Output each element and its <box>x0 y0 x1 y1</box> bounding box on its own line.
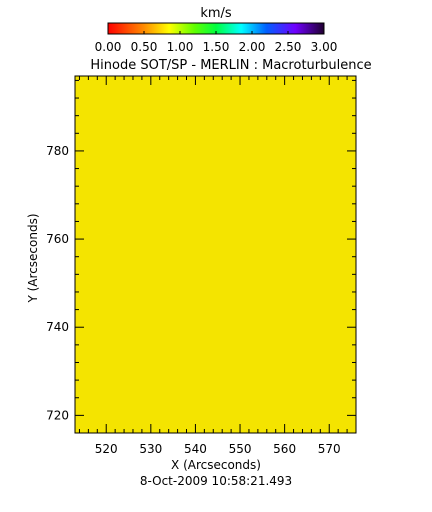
x-tick-label: 540 <box>184 442 207 456</box>
colorbar-ticks: 0.00 0.50 1.00 1.50 2.00 2.50 3.00 <box>95 31 338 54</box>
axis-ticks: 520 530 540 550 560 570 720 740 760 780 <box>46 76 357 456</box>
y-axis-label: Y (Arcseconds) <box>26 213 40 303</box>
x-tick-label: 570 <box>318 442 341 456</box>
x-tick-label: 550 <box>229 442 252 456</box>
x-tick-label: 520 <box>95 442 118 456</box>
plot-frame <box>74 75 357 434</box>
y-tick-label: 780 <box>46 144 69 158</box>
colorbar-tick-label: 0.50 <box>131 40 158 54</box>
colorbar-tick-label: 2.50 <box>275 40 302 54</box>
y-tick-label: 740 <box>46 320 69 334</box>
colorbar-tick-label: 1.50 <box>203 40 230 54</box>
y-tick-label: 720 <box>46 408 69 422</box>
colorbar-tick-label: 1.00 <box>167 40 194 54</box>
colorbar-tick-label: 0.00 <box>95 40 122 54</box>
macroturbulence-field <box>75 76 356 433</box>
colorbar-unit-label: km/s <box>200 6 232 21</box>
colorbar-tick-label: 2.00 <box>239 40 266 54</box>
x-axis-label: X (Arcseconds) <box>171 458 261 472</box>
timestamp: 8-Oct-2009 10:58:21.493 <box>140 474 292 488</box>
x-tick-label: 560 <box>273 442 296 456</box>
x-tick-label: 530 <box>139 442 162 456</box>
chart-title: Hinode SOT/SP - MERLIN : Macroturbulence <box>90 58 371 73</box>
y-tick-label: 760 <box>46 232 69 246</box>
colorbar-tick-label: 3.00 <box>311 40 338 54</box>
